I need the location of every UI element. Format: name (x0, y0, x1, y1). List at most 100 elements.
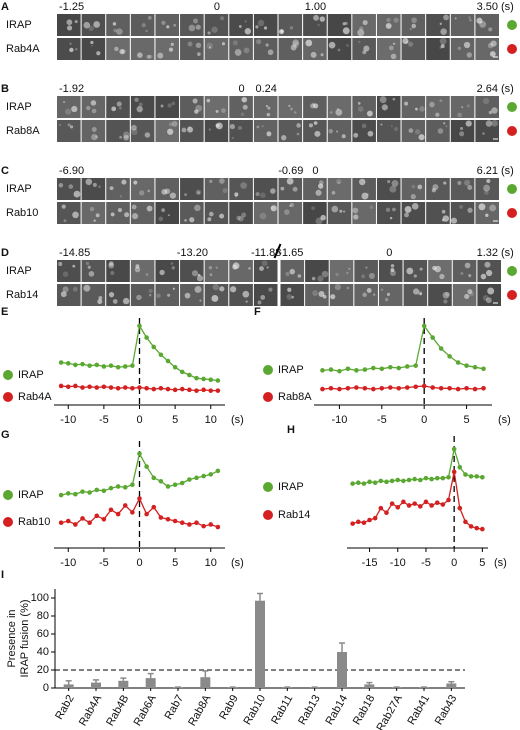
frame-speckle (419, 292, 422, 295)
frame (229, 202, 253, 224)
x-tick-label: Rab41 (406, 693, 433, 727)
trace-point (412, 476, 417, 482)
frame-speckle (311, 206, 315, 211)
frame-speckle (296, 123, 301, 128)
frame-speckle (385, 22, 392, 29)
frame-speckle (468, 16, 471, 19)
trace-point (337, 386, 342, 392)
frame-speckle (240, 182, 247, 189)
y-tick-label: 0 (43, 682, 49, 694)
trace-point (73, 491, 78, 497)
frame-speckle (353, 214, 359, 220)
frame (475, 14, 499, 36)
frame (57, 120, 81, 142)
trace-point (101, 516, 107, 522)
frame-speckle (149, 294, 152, 297)
frame (475, 120, 499, 142)
frame-speckle (212, 283, 220, 291)
trace-point (58, 360, 64, 365)
frame-speckle (159, 269, 165, 276)
trace-point (130, 386, 135, 391)
frame-speckle (491, 107, 498, 114)
frame (229, 38, 253, 60)
frame-speckle (490, 40, 497, 47)
trace-point (130, 510, 135, 515)
trace-point (354, 368, 359, 373)
x-tick-label: Rab10 (242, 693, 269, 727)
frame-speckle (93, 219, 96, 222)
frame-speckle (330, 294, 336, 300)
frame (81, 260, 106, 282)
frame-speckle (119, 106, 122, 110)
frame-speckle (85, 178, 93, 186)
frame-speckle (98, 185, 101, 188)
frame-speckle (318, 183, 324, 189)
frame-speckle (322, 294, 327, 299)
time-label: -0.69 (278, 165, 303, 177)
frame (229, 260, 253, 282)
frame-speckle (366, 288, 372, 293)
frame-speckle (255, 192, 260, 197)
trace-point (65, 518, 71, 524)
frame-speckle (318, 180, 324, 185)
trace-point (115, 484, 121, 489)
frame (57, 96, 81, 118)
frame (329, 284, 354, 306)
frame-speckle (112, 22, 117, 26)
frame-speckle (119, 135, 123, 139)
frame-speckle (439, 37, 447, 45)
channel-dot (507, 44, 517, 54)
x-tick-label: -5 (421, 557, 431, 569)
row-label: Rab14 (6, 289, 38, 301)
frame-speckle (460, 272, 464, 275)
frame-speckle (320, 214, 326, 221)
frame-speckle (108, 262, 115, 269)
frame (130, 14, 155, 36)
frame-speckle (169, 192, 177, 199)
frame-speckle (411, 184, 416, 189)
frame-speckle (90, 100, 97, 106)
trace-point (187, 387, 192, 393)
frame-speckle (109, 186, 114, 191)
frame-speckle (429, 101, 435, 108)
frame-speckle (342, 27, 350, 35)
frame-speckle (464, 262, 471, 269)
frame-speckle (58, 123, 62, 127)
frame-speckle (209, 273, 213, 277)
trace-point (144, 464, 149, 469)
frame-speckle (167, 293, 171, 297)
frame-speckle (261, 260, 268, 267)
legend-dot (3, 517, 13, 527)
frame-speckle (346, 286, 350, 290)
frame-speckle (234, 49, 242, 56)
frame-speckle (261, 125, 264, 128)
x-tick-label: 5 (172, 557, 178, 569)
frame (204, 96, 229, 118)
frame (354, 260, 378, 282)
frame-speckle (454, 17, 457, 20)
frame-speckle (124, 212, 130, 218)
frame-speckle (117, 208, 123, 213)
row-label: Rab10 (6, 207, 38, 219)
legend-label: IRAP (18, 369, 44, 381)
trace-point (187, 372, 192, 378)
frame-speckle (411, 23, 417, 29)
frame-speckle (402, 37, 409, 45)
frame-speckle (147, 15, 152, 20)
bar (145, 678, 156, 688)
frame-speckle (386, 17, 391, 23)
frame-speckle (419, 267, 423, 271)
trace-point (94, 513, 100, 519)
x-tick-label: Rab9 (217, 693, 241, 722)
frame-speckle (74, 20, 78, 24)
frame-speckle (390, 125, 393, 128)
frame-speckle (145, 29, 148, 33)
trace-point (144, 511, 149, 517)
frame-speckle (308, 123, 313, 128)
frame-speckle (441, 209, 446, 214)
trace-point (215, 378, 221, 383)
bar (118, 680, 129, 688)
frame-speckle (464, 293, 470, 300)
trace-point (122, 503, 128, 508)
frame-speckle (208, 211, 214, 217)
